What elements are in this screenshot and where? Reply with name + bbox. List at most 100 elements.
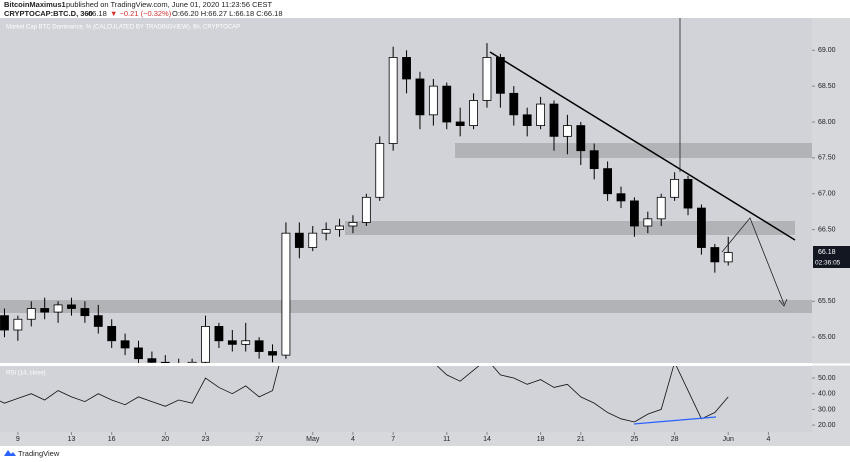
candle-body [388, 57, 398, 144]
candle-body [308, 232, 318, 248]
y-tick-label: 50.00 [818, 375, 836, 382]
candle-body [335, 225, 344, 230]
rsi-title: RSI (14, close) [6, 371, 46, 377]
candle-body [630, 200, 639, 227]
drawings [489, 18, 796, 425]
candle-body [214, 326, 224, 342]
x-tick-label: 25 [631, 436, 639, 443]
candle-body [227, 340, 237, 345]
x-tick-label: 28 [671, 436, 679, 443]
candle-body [134, 347, 143, 360]
candle-body [562, 125, 572, 137]
support-zone [345, 221, 795, 235]
candle-body [415, 78, 425, 116]
candle-body [201, 326, 210, 363]
header-last: 66.18 [88, 9, 107, 18]
candle-body [576, 125, 586, 152]
candle-body [93, 315, 103, 327]
candle-body [616, 193, 626, 202]
last-price: 66.18 [818, 249, 836, 256]
header-author: BitcoinMaximus1 [4, 0, 66, 9]
candle-body [348, 222, 358, 227]
candle-body [522, 114, 532, 126]
candle-body [536, 103, 545, 126]
x-tick-label: Jun [723, 436, 734, 443]
candle-body [120, 340, 130, 349]
x-tick-label: 21 [577, 436, 585, 443]
y-tick-label: 69.00 [818, 47, 836, 54]
candle-body [13, 318, 23, 331]
candle-body [603, 168, 613, 195]
header-symbol: CRYPTOCAP:BTC.D, 360 [4, 9, 93, 18]
candle-body [187, 361, 197, 363]
y-tick-label: 68.00 [818, 119, 836, 126]
candle-body [428, 85, 438, 116]
resistance-zone [455, 143, 812, 158]
candle-body [509, 92, 519, 116]
x-tick-label: 14 [483, 436, 491, 443]
candle-body [469, 100, 478, 126]
x-tick-label: 11 [443, 436, 450, 443]
x-tick-label: 20 [161, 436, 169, 443]
candle-body [361, 196, 371, 223]
x-tick-label: 18 [537, 436, 545, 443]
y-tick-label: 20.00 [818, 422, 836, 429]
candle-body [375, 143, 385, 198]
footer-logo [4, 450, 16, 456]
footer-brand: TradingView [18, 449, 60, 458]
candle-body [254, 340, 264, 352]
time-axis [0, 432, 850, 446]
price-pane-title: Market Cap BTC Dominance, % (CALCULATED … [6, 25, 240, 31]
x-tick-label: 4 [351, 436, 355, 443]
candle-body [26, 308, 36, 320]
divergence-line [633, 416, 717, 425]
candle-body [40, 308, 50, 313]
y-tick-label: 67.50 [818, 155, 836, 162]
x-tick-label: 23 [202, 436, 210, 443]
y-tick-label: 30.00 [818, 406, 836, 413]
x-tick-label: May [306, 436, 320, 443]
candle-body [697, 207, 706, 248]
rsi-line [0, 366, 729, 423]
candle-body [107, 326, 117, 342]
countdown-box [813, 258, 850, 268]
target-zone [0, 300, 812, 313]
candle-body [549, 103, 559, 137]
candle-body [683, 178, 693, 209]
x-tick-label: 13 [68, 436, 76, 443]
candle-body [495, 57, 505, 94]
last-price-box [813, 246, 850, 258]
candle-body [589, 150, 599, 170]
candle-body [643, 218, 653, 227]
candle-body [482, 57, 492, 101]
candle-body [455, 121, 465, 126]
candle-body [160, 361, 170, 363]
candle-body [402, 57, 411, 80]
x-tick-label: 4 [766, 436, 770, 443]
x-tick-label: 16 [108, 436, 116, 443]
header-ohlc: O:66.20 H:66.27 L:66.18 C:66.18 [172, 9, 283, 18]
trendline [489, 51, 796, 241]
logo-icon [4, 450, 16, 456]
x-tick-label: 9 [16, 436, 20, 443]
candle-body [670, 178, 680, 198]
candle-body [710, 247, 720, 263]
x-tick-label: 7 [391, 436, 395, 443]
y-tick-label: 68.50 [818, 83, 836, 90]
y-tick-label: 66.50 [818, 226, 836, 233]
candle-body [294, 232, 304, 248]
y-tick-label: 40.00 [818, 391, 836, 398]
header-change: ▼ −0.21 (−0.32%) [110, 9, 172, 18]
header-published: published on TradingView.com, June 01, 2… [66, 0, 273, 9]
candle-body [723, 252, 733, 263]
candle-body [241, 340, 251, 345]
price-axis [812, 18, 850, 432]
candle-body [67, 304, 76, 309]
arrow-head [778, 298, 788, 307]
candle-body [268, 351, 277, 356]
y-tick-label: 65.50 [818, 298, 836, 305]
y-tick-label: 65.00 [818, 334, 836, 341]
x-tick-label: 27 [255, 436, 263, 443]
